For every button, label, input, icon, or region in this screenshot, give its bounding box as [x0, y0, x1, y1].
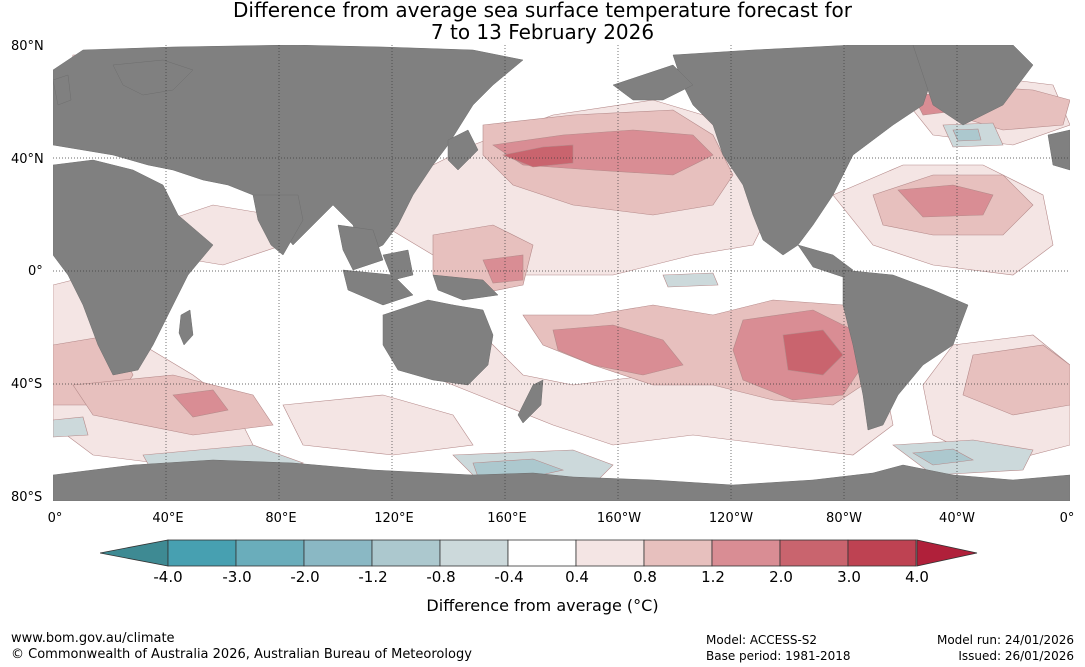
chart-subtitle: 7 to 13 February 2026	[430, 20, 655, 44]
lon-label-0-east: 0°	[1059, 511, 1075, 526]
lon-label-80e: 80°E	[265, 511, 297, 526]
colour-bar-box	[643, 539, 713, 567]
colour-bar-box	[507, 539, 577, 567]
footer-model: Model: ACCESS-S2	[706, 633, 818, 647]
land-borneo	[382, 249, 414, 281]
lon-label-40w: 40°W	[939, 511, 975, 526]
legend-tick: 2.0	[769, 568, 793, 586]
legend-tick: 4.0	[905, 568, 929, 586]
lon-label-80w: 80°W	[826, 511, 862, 526]
footer-copyright: © Commonwealth of Australia 2026, Austra…	[11, 647, 472, 662]
lon-label-120w: 120°W	[708, 511, 754, 526]
legend-tick: -0.8	[426, 568, 456, 586]
colour-bar-box	[779, 539, 849, 567]
land-europe-east	[1047, 129, 1070, 171]
colour-bar-box	[575, 539, 645, 567]
footer-website: www.bom.gov.au/climate	[11, 631, 175, 646]
land-se-asia	[337, 224, 384, 271]
land-uk	[53, 74, 72, 106]
land-antarctica	[53, 459, 1070, 501]
colour-bar-under-arrow	[100, 539, 169, 567]
lat-label-40s: 40°S	[11, 377, 43, 392]
legend-tick: -3.0	[222, 568, 252, 586]
lat-label-80s: 80°S	[11, 490, 43, 505]
land-south-america	[842, 269, 969, 431]
land-alaska	[612, 64, 694, 101]
colour-bar-box	[303, 539, 373, 567]
colour-bar-box	[167, 539, 237, 567]
colour-bar-box	[847, 539, 917, 567]
land-greenland	[912, 45, 1034, 126]
footer-model-run: Model run: 24/01/2026	[936, 633, 1074, 647]
legend-tick: -4.0	[153, 568, 183, 586]
legend-tick: -0.4	[494, 568, 524, 586]
colour-bar-over-arrow	[916, 539, 978, 567]
colour-bar-box	[235, 539, 305, 567]
lat-label-40n: 40°N	[11, 152, 44, 167]
legend-tick: 0.8	[633, 568, 657, 586]
lon-label-40e: 40°E	[152, 511, 184, 526]
legend-tick: -1.2	[358, 568, 388, 586]
legend-tick: 1.2	[701, 568, 725, 586]
legend-title: Difference from average (°C)	[426, 596, 659, 615]
legend-tick: 3.0	[837, 568, 861, 586]
colour-bar-box	[439, 539, 509, 567]
land-japan	[447, 129, 479, 171]
sst-anomaly-map	[53, 45, 1070, 501]
colour-bar-box	[711, 539, 781, 567]
land-new-guinea	[432, 274, 499, 301]
land-masses	[53, 45, 1070, 501]
footer-base-period: Base period: 1981-2018	[706, 649, 851, 663]
legend-tick: 0.4	[565, 568, 589, 586]
map-gridlines	[53, 45, 1070, 501]
footer-issued: Issued: 26/01/2026	[958, 649, 1074, 663]
lon-label-160e: 160°E	[487, 511, 527, 526]
land-india	[252, 194, 304, 256]
lon-label-0: 0°	[47, 511, 63, 526]
lat-label-80n: 80°N	[11, 39, 44, 54]
chart-title: Difference from average sea surface temp…	[232, 0, 852, 22]
colour-bar	[100, 539, 978, 567]
land-australia	[382, 299, 494, 386]
lon-label-120e: 120°E	[374, 511, 414, 526]
colour-bar-box	[371, 539, 441, 567]
legend-tick: -2.0	[290, 568, 320, 586]
land-new-zealand	[517, 379, 544, 424]
lon-label-160w: 160°W	[596, 511, 642, 526]
lat-label-equator: 0°	[28, 264, 43, 279]
land-africa	[53, 159, 214, 376]
land-scandinavia	[112, 59, 194, 96]
land-madagascar	[178, 309, 194, 346]
